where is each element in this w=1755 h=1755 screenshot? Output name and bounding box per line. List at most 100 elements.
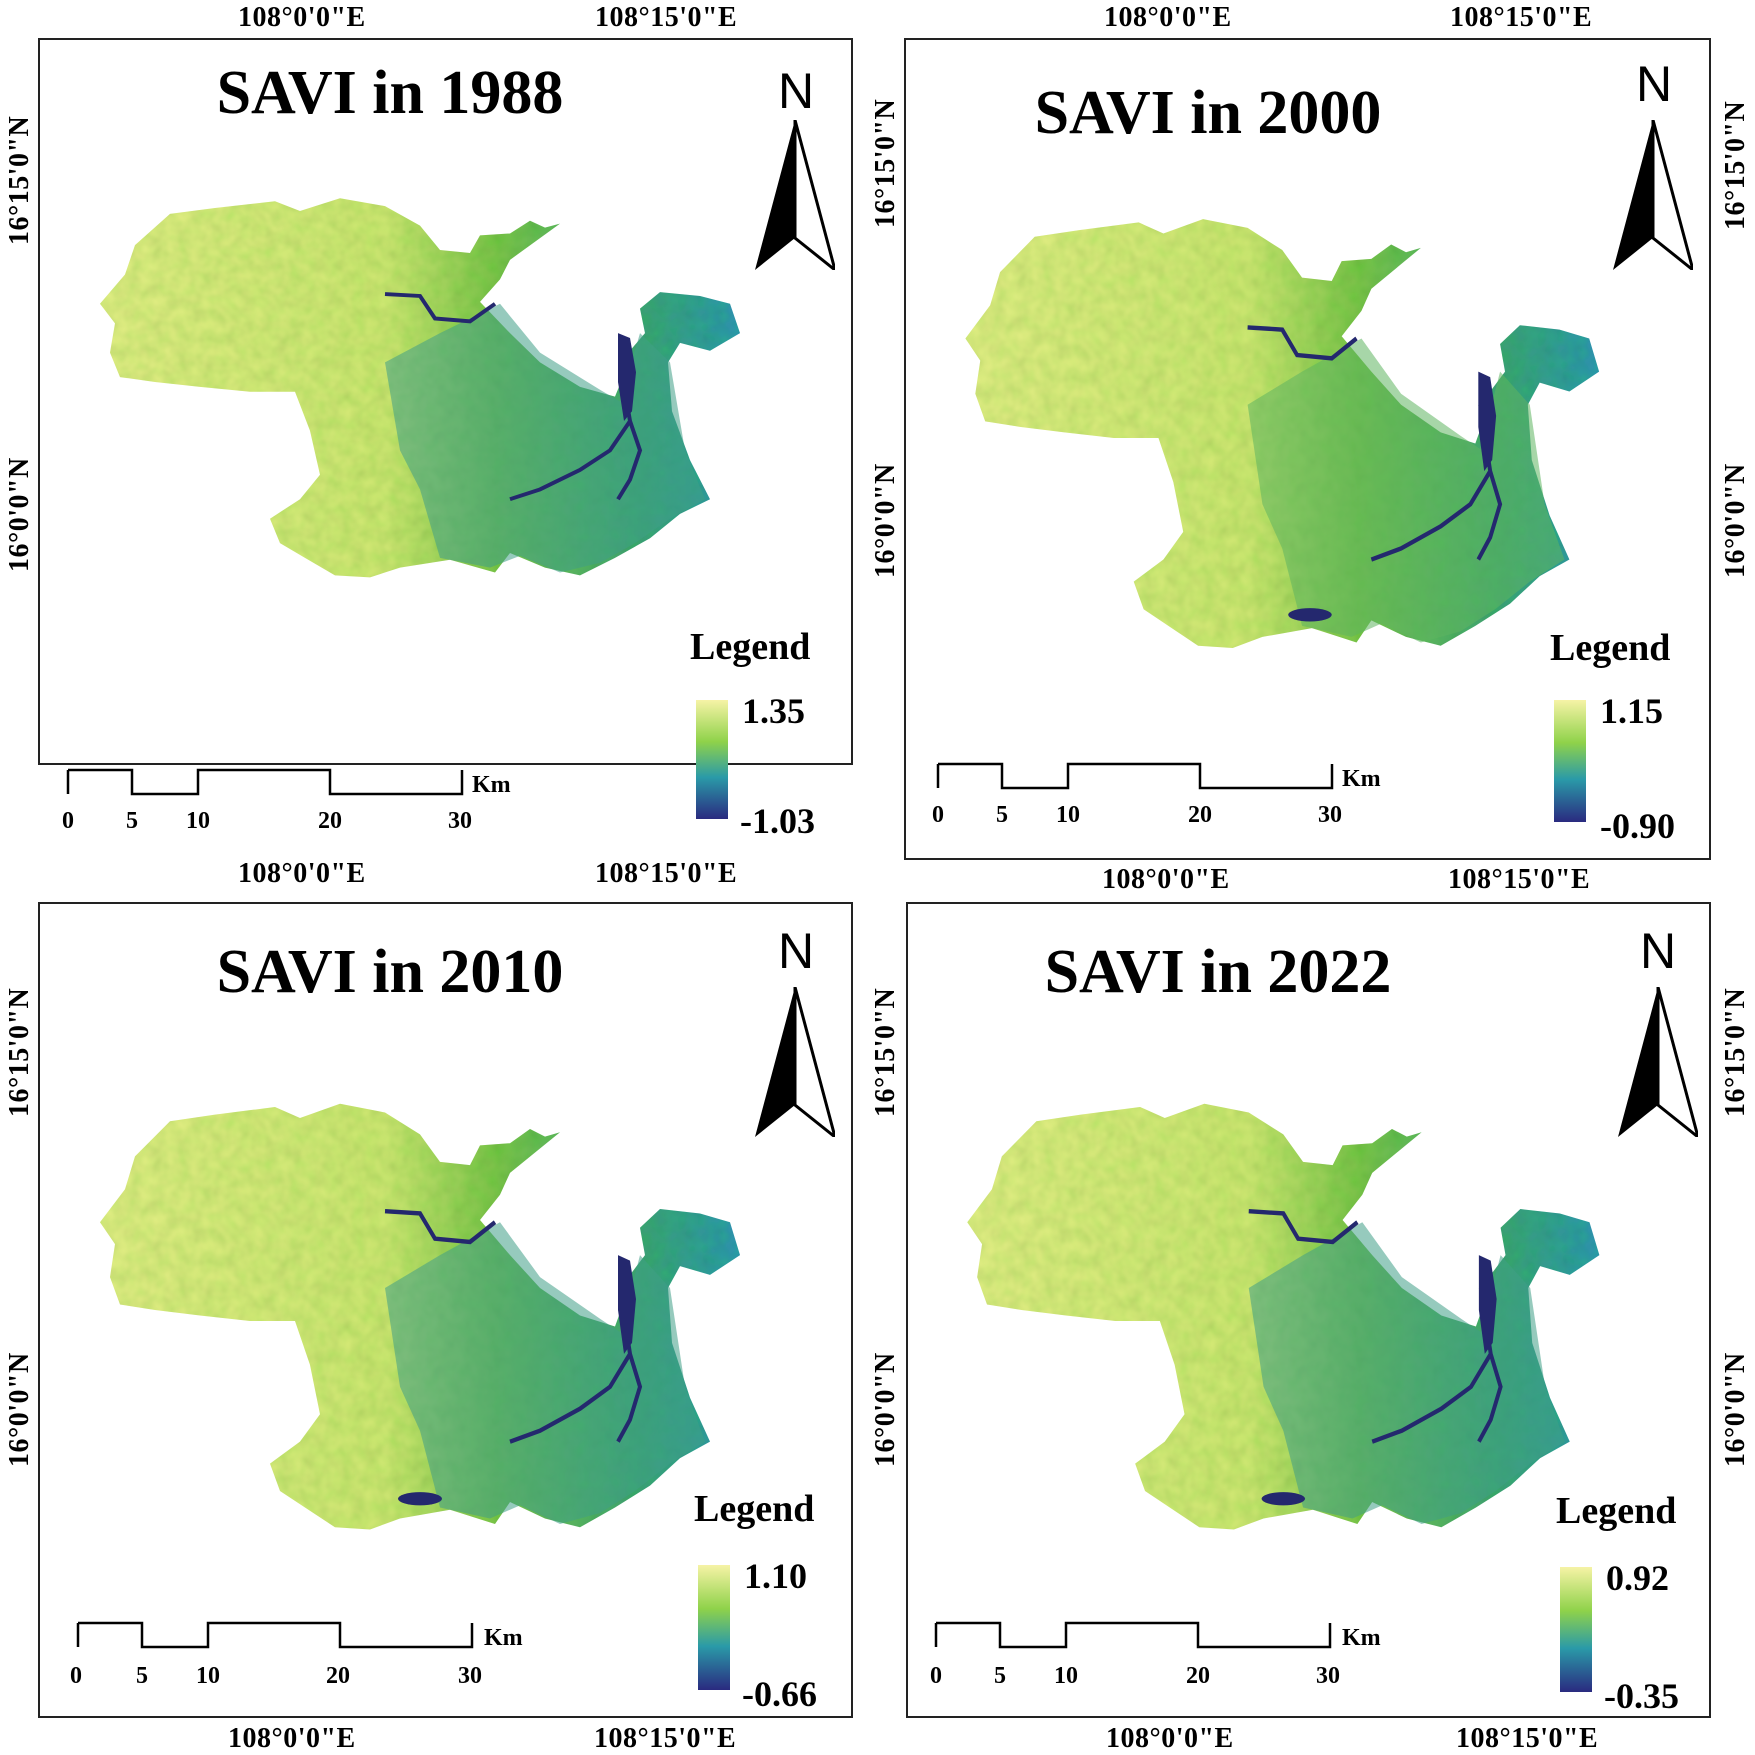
lon-label-bottom-2: 108°15'0"E (1456, 1723, 1599, 1754)
lat-label-left-2: 16°0'0"N (870, 1352, 901, 1467)
scale-bar (936, 762, 1334, 790)
scale-tick-10: 10 (1054, 1663, 1078, 1689)
lat-label-right-1: 16°15'0"N (1720, 987, 1751, 1117)
lon-label-top-1: 108°0'0"E (238, 2, 366, 33)
lat-label-left-1: 16°15'0"N (870, 98, 901, 228)
scale-tick-20: 20 (1188, 802, 1212, 828)
legend-title: Legend (694, 1488, 815, 1530)
low-savi-zone (1247, 338, 1565, 643)
scale-bar (66, 768, 464, 796)
land-group (100, 1103, 740, 1530)
north-arrow-label: N (1640, 923, 1677, 979)
scale-tick-10: 10 (196, 1663, 220, 1689)
lon-label-bottom-1: 108°0'0"E (1102, 864, 1230, 895)
map-panel-2000: SAVI in 2000 N Legend 1.15 -0.90 0 5 10 … (868, 0, 1755, 895)
map-area (906, 40, 1709, 858)
scale-tick-30: 30 (1318, 802, 1342, 828)
scale-unit: Km (472, 772, 511, 798)
land-group (967, 1103, 1600, 1530)
map-title: SAVI in 2022 (1044, 938, 1392, 1006)
lat-label-right-1: 16°15'0"N (1720, 100, 1751, 230)
lat-label-left-1: 16°15'0"N (4, 115, 35, 245)
estuary (1478, 1255, 1497, 1354)
scale-tick-5: 5 (994, 1663, 1006, 1689)
scale-tick-5: 5 (996, 802, 1008, 828)
north-arrow-icon (755, 987, 835, 1137)
legend-title: Legend (1550, 627, 1671, 669)
legend-max-value: 1.35 (742, 691, 805, 731)
low-savi-zone (385, 1222, 705, 1524)
lon-label-bottom-2: 108°15'0"E (1448, 864, 1591, 895)
lat-label-left-1: 16°15'0"N (4, 987, 35, 1117)
legend-max-value: 1.10 (744, 1556, 807, 1596)
scale-bar (76, 1621, 474, 1649)
land-group (100, 198, 740, 578)
lon-label-top-2: 108°15'0"E (595, 2, 738, 33)
scale-bar (934, 1621, 1332, 1649)
scale-tick-30: 30 (458, 1663, 482, 1689)
lat-label-left-2: 16°0'0"N (4, 1352, 35, 1467)
legend-min-value: -0.35 (1604, 1676, 1679, 1716)
legend-color-ramp (698, 1565, 730, 1690)
scale-unit: Km (1342, 766, 1381, 792)
map-area (40, 904, 851, 1716)
legend-max-value: 0.92 (1606, 1558, 1669, 1598)
scale-tick-30: 30 (1316, 1663, 1340, 1689)
legend-min-value: -0.90 (1600, 806, 1675, 846)
legend-title: Legend (1556, 1490, 1677, 1532)
scale-unit: Km (1342, 1625, 1381, 1651)
lon-label-bottom-2: 108°15'0"E (595, 858, 738, 889)
lat-label-left-2: 16°0'0"N (4, 457, 35, 572)
study-area-map (967, 1103, 1600, 1530)
scale-tick-0: 0 (70, 1663, 82, 1689)
lon-label-bottom-2: 108°15'0"E (594, 1723, 737, 1754)
north-arrow-icon (755, 120, 835, 270)
map-title: SAVI in 2010 (216, 938, 564, 1006)
low-savi-zone (1248, 1222, 1565, 1524)
lon-label-top-1: 108°0'0"E (1104, 2, 1232, 33)
scale-tick-10: 10 (186, 808, 210, 834)
legend-min-value: -1.03 (740, 801, 815, 841)
lon-label-bottom-1: 108°0'0"E (1106, 1723, 1234, 1754)
study-area-map (100, 1103, 740, 1530)
north-arrow-label: N (778, 63, 815, 119)
north-arrow-label: N (1636, 56, 1673, 112)
legend-color-ramp (1554, 700, 1586, 822)
scale-tick-20: 20 (318, 808, 342, 834)
scale-unit: Km (484, 1625, 523, 1651)
map-area (40, 40, 851, 763)
estuary (1478, 371, 1497, 472)
north-arrow-icon (1613, 120, 1693, 270)
legend-color-ramp (696, 700, 728, 819)
lon-label-bottom-1: 108°0'0"E (228, 1723, 356, 1754)
map-panel-2010: SAVI in 2010 N Legend 1.10 -0.66 0 5 10 … (0, 877, 877, 1755)
scale-tick-0: 0 (62, 808, 74, 834)
estuary (618, 333, 636, 422)
legend-min-value: -0.66 (742, 1674, 817, 1714)
reservoir (398, 1492, 442, 1506)
estuary (618, 1255, 636, 1354)
low-savi-zone (385, 303, 705, 573)
scale-tick-5: 5 (136, 1663, 148, 1689)
lat-label-right-2: 16°0'0"N (1720, 463, 1751, 578)
lat-label-left-1: 16°15'0"N (870, 987, 901, 1117)
scale-tick-10: 10 (1056, 802, 1080, 828)
scale-tick-0: 0 (930, 1663, 942, 1689)
land-group (965, 219, 1600, 648)
map-panel-2022: SAVI in 2022 N Legend 0.92 -0.35 0 5 10 … (868, 877, 1755, 1755)
reservoir (1261, 1492, 1306, 1506)
legend-title: Legend (690, 626, 811, 668)
legend-max-value: 1.15 (1600, 691, 1663, 731)
map-title: SAVI in 1988 (216, 59, 564, 127)
legend-color-ramp (1560, 1567, 1592, 1692)
study-area-map (965, 219, 1600, 648)
scale-tick-0: 0 (932, 802, 944, 828)
map-title: SAVI in 2000 (1034, 79, 1382, 147)
scale-tick-5: 5 (126, 808, 138, 834)
scale-tick-20: 20 (326, 1663, 350, 1689)
map-panel-1988: SAVI in 1988 N Legend 1.35 -1.03 0 5 10 … (0, 0, 877, 889)
north-arrow-icon (1618, 987, 1698, 1137)
scale-tick-30: 30 (448, 808, 472, 834)
lon-label-top-2: 108°15'0"E (1450, 2, 1593, 33)
lat-label-right-2: 16°0'0"N (1720, 1352, 1751, 1467)
